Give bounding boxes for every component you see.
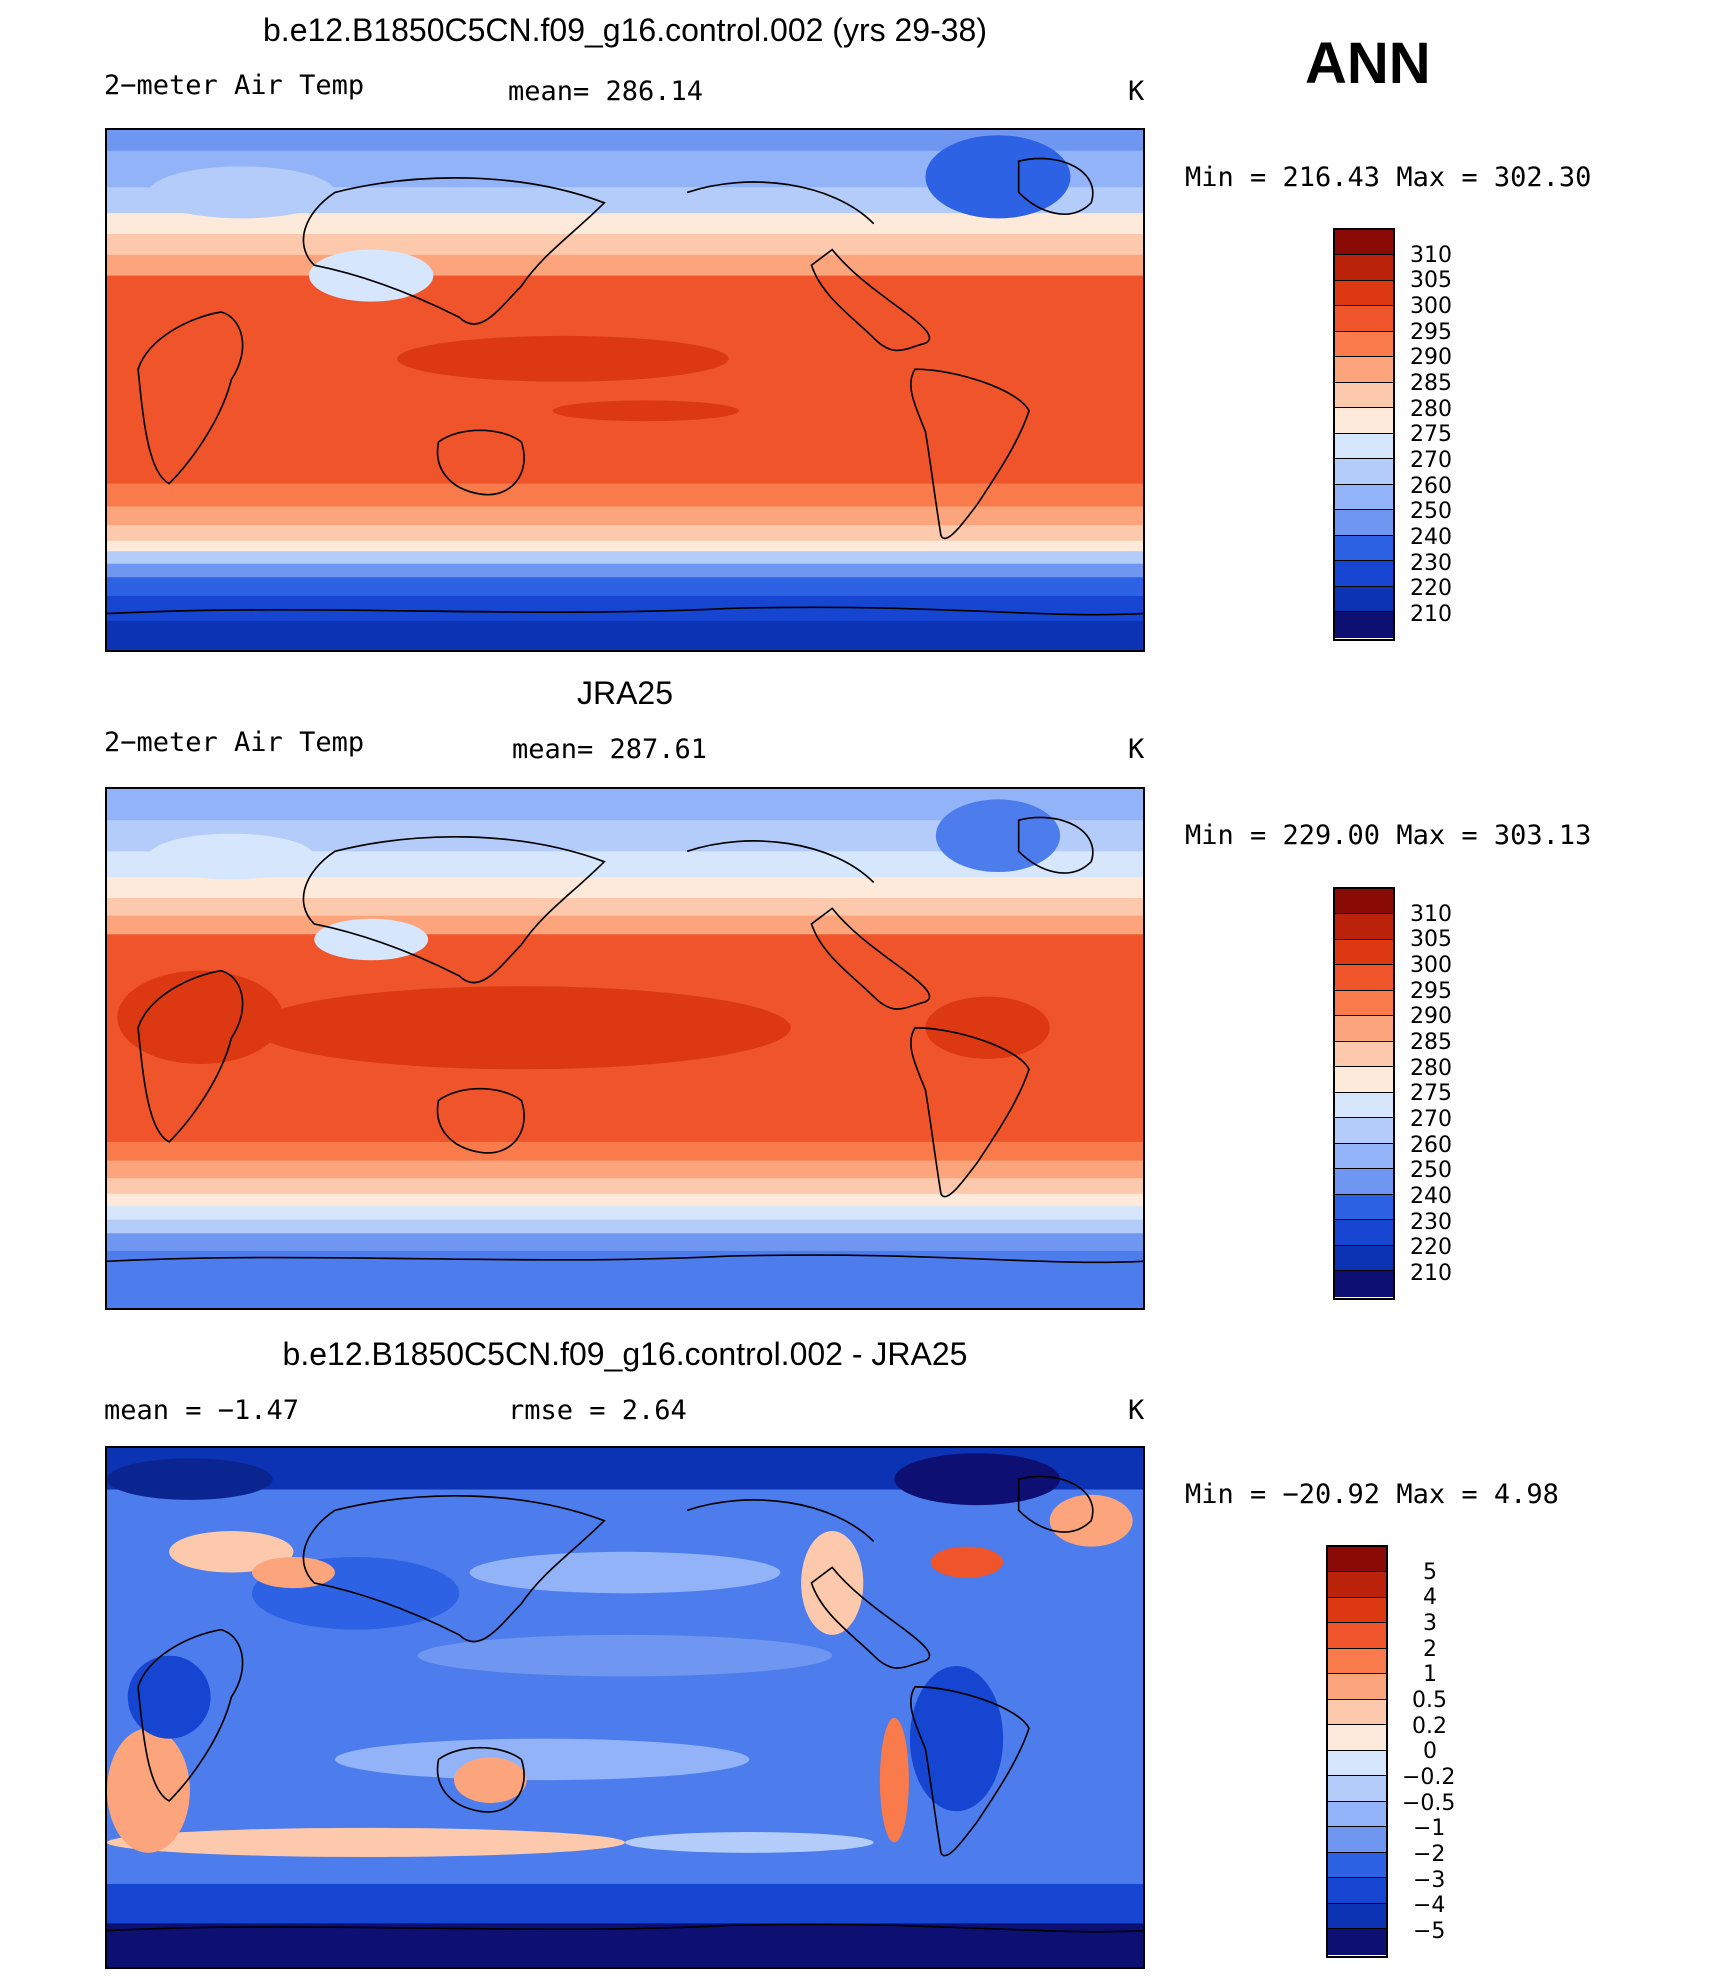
colorbar-tick-label: 240 <box>1410 525 1452 550</box>
panel2-mean-label: mean= 287.61 <box>512 734 708 765</box>
colorbar-tick-label: 2 <box>1423 1637 1437 1662</box>
panel1-units-label: K <box>1128 76 1145 107</box>
colorbar-tick-label: 295 <box>1410 320 1452 345</box>
colorbar-tick-label: −1 <box>1413 1816 1446 1841</box>
colorbar-tick-label: 280 <box>1410 1056 1452 1081</box>
colorbar-tick-label: 295 <box>1410 979 1452 1004</box>
colorbar-tick-label: 220 <box>1410 576 1452 601</box>
colorbar-tick-label: 220 <box>1410 1235 1452 1260</box>
colorbar-tick-label: 0.5 <box>1412 1688 1447 1713</box>
panel3-map <box>105 1446 1145 1969</box>
panel2-map <box>105 787 1145 1310</box>
panel3-mean-label: mean = −1.47 <box>104 1395 300 1426</box>
colorbar-tick-label: −2 <box>1413 1842 1446 1867</box>
colorbar-tick-label: 270 <box>1410 448 1452 473</box>
colorbar-tick-label: 285 <box>1410 371 1452 396</box>
panel1-temperature-field <box>107 130 1143 650</box>
colorbar-tick-label: 0 <box>1423 1739 1437 1764</box>
colorbar-tick-label: 275 <box>1410 422 1452 447</box>
panel3-minmax: Min = −20.92 Max = 4.98 <box>1185 1479 1559 1510</box>
colorbar-tick-label: 280 <box>1410 397 1452 422</box>
panel2-units-label: K <box>1128 734 1145 765</box>
colorbar-tick-label: 290 <box>1410 345 1452 370</box>
panel3-title: b.e12.B1850C5CN.f09_g16.control.002 - JR… <box>282 1336 968 1372</box>
colorbar-tick-label: −4 <box>1413 1893 1446 1918</box>
colorbar-tick-label: 5 <box>1423 1560 1437 1585</box>
colorbar-tick-label: 300 <box>1410 953 1452 978</box>
colorbar-tick-label: 310 <box>1410 902 1452 927</box>
colorbar-tick-label: 210 <box>1410 1261 1452 1286</box>
colorbar-tick-label: 0.2 <box>1412 1714 1447 1739</box>
colorbar-tick-label: 250 <box>1410 1158 1452 1183</box>
colorbar-tick-label: 230 <box>1410 1210 1452 1235</box>
panel2-title: JRA25 <box>576 675 674 711</box>
colorbar-tick-label: −5 <box>1413 1919 1446 1944</box>
colorbar-tick-label: 1 <box>1423 1662 1437 1687</box>
colorbar-tick-label: −3 <box>1413 1868 1446 1893</box>
colorbar-tick-label: 305 <box>1410 927 1452 952</box>
colorbar-tick-label: 270 <box>1410 1107 1452 1132</box>
panel3-difference-field <box>107 1448 1143 1967</box>
colorbar-tick-label: 260 <box>1410 474 1452 499</box>
season-label: ANN <box>1305 31 1431 96</box>
colorbar-tick-label: 210 <box>1410 602 1452 627</box>
colorbar-tick-label: 3 <box>1423 1611 1437 1636</box>
colorbar-tick-label: 240 <box>1410 1184 1452 1209</box>
colorbar-tick-label: 285 <box>1410 1030 1452 1055</box>
colorbar-tick-label: 260 <box>1410 1133 1452 1158</box>
panel2-variable-label: 2−meter Air Temp <box>104 727 365 758</box>
colorbar-tick-label: 230 <box>1410 551 1452 576</box>
colorbar-tick-label: 310 <box>1410 243 1452 268</box>
colorbar-tick-label: 4 <box>1423 1585 1437 1610</box>
panel1-colorbar <box>1333 228 1395 641</box>
colorbar-tick-label: 290 <box>1410 1004 1452 1029</box>
panel2-minmax: Min = 229.00 Max = 303.13 <box>1185 820 1592 851</box>
panel1-mean-label: mean= 286.14 <box>508 76 704 107</box>
colorbar-tick-label: −0.2 <box>1402 1765 1456 1790</box>
panel2-temperature-field <box>107 789 1143 1308</box>
colorbar-tick-label: 275 <box>1410 1081 1452 1106</box>
colorbar-tick-label: 250 <box>1410 499 1452 524</box>
panel3-colorbar <box>1326 1545 1388 1958</box>
panel1-minmax: Min = 216.43 Max = 302.30 <box>1185 162 1592 193</box>
panel3-rmse-label: rmse = 2.64 <box>508 1395 687 1426</box>
panel2-colorbar <box>1333 887 1395 1300</box>
panel1-title: b.e12.B1850C5CN.f09_g16.control.002 (yrs… <box>263 12 987 48</box>
colorbar-tick-label: 300 <box>1410 294 1452 319</box>
panel1-variable-label: 2−meter Air Temp <box>104 70 365 101</box>
panel3-units-label: K <box>1128 1395 1145 1426</box>
colorbar-tick-label: −0.5 <box>1402 1791 1456 1816</box>
colorbar-tick-label: 305 <box>1410 268 1452 293</box>
panel1-map <box>105 128 1145 652</box>
